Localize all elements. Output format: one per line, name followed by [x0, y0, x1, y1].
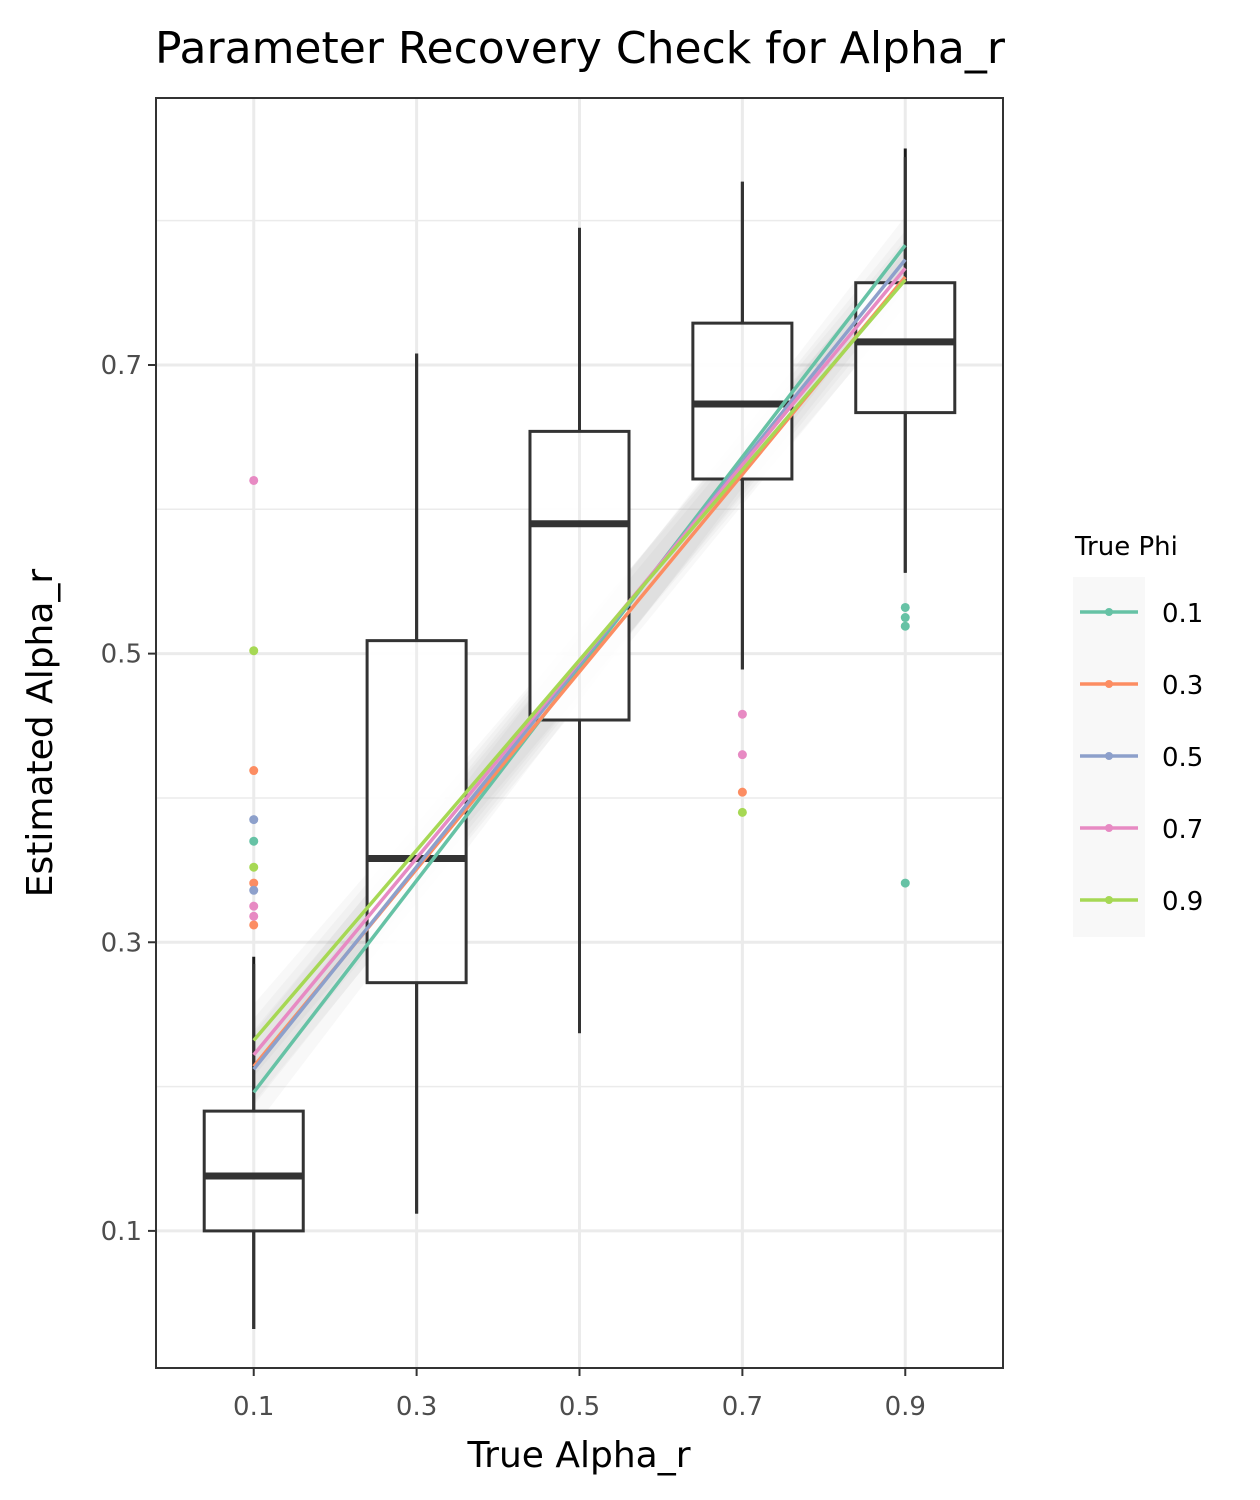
legend-key-point	[1105, 680, 1113, 688]
chart-title: Parameter Recovery Check for Alpha_r	[155, 23, 1006, 74]
y-tick-label: 0.7	[101, 351, 142, 381]
outlier-point	[737, 807, 747, 817]
outlier-point	[737, 750, 747, 760]
box	[202, 1109, 305, 1233]
legend-label: 0.7	[1162, 815, 1203, 845]
regression-line	[252, 244, 907, 1094]
plot-panel: 0.1 0.3 0.5 0.7 0.1 0.3 0.5 0.7 0.9	[101, 97, 1004, 1422]
legend-label: 0.5	[1162, 743, 1203, 773]
regression-line	[252, 278, 907, 1042]
legend: True Phi 0.1 0.3 0.5 0.7 0.9	[1073, 532, 1203, 937]
outlier-point	[249, 885, 259, 895]
outlier-point	[737, 709, 747, 719]
legend-label: 0.1	[1162, 599, 1203, 629]
legend-key-point	[1105, 752, 1113, 760]
legend-key-point	[1105, 608, 1113, 616]
legend-label: 0.3	[1162, 671, 1203, 701]
x-tick-label: 0.9	[885, 1392, 926, 1422]
regression-line	[252, 258, 907, 1071]
legend-key-point	[1105, 896, 1113, 904]
outlier-point	[249, 836, 259, 846]
outlier-point	[249, 815, 259, 825]
legend-title: True Phi	[1074, 532, 1178, 562]
x-axis-title: True Alpha_r	[466, 1435, 690, 1476]
y-tick-label: 0.3	[101, 928, 142, 958]
box	[528, 429, 631, 722]
outlier-point	[249, 911, 259, 921]
outlier-point	[249, 475, 259, 485]
outlier-point	[900, 602, 910, 612]
x-tick-label: 0.5	[559, 1392, 600, 1422]
outlier-point	[900, 878, 910, 888]
outlier-point	[249, 901, 259, 911]
outlier-point	[737, 787, 747, 797]
y-tick-label: 0.5	[101, 640, 142, 670]
box	[854, 281, 957, 415]
outlier-point	[249, 766, 259, 776]
outlier-point	[249, 920, 259, 930]
outlier-point	[900, 613, 910, 623]
legend-label: 0.9	[1162, 887, 1203, 917]
y-axis-title: Estimated Alpha_r	[20, 569, 61, 898]
legend-key-point	[1105, 824, 1113, 832]
outlier-point	[900, 621, 910, 631]
y-tick-label: 0.1	[101, 1217, 142, 1247]
x-tick-label: 0.3	[396, 1392, 437, 1422]
outlier-point	[249, 878, 259, 888]
x-tick-label: 0.1	[233, 1392, 274, 1422]
outlier-point	[249, 862, 259, 872]
outlier-point	[249, 646, 259, 656]
x-tick-label: 0.7	[722, 1392, 763, 1422]
